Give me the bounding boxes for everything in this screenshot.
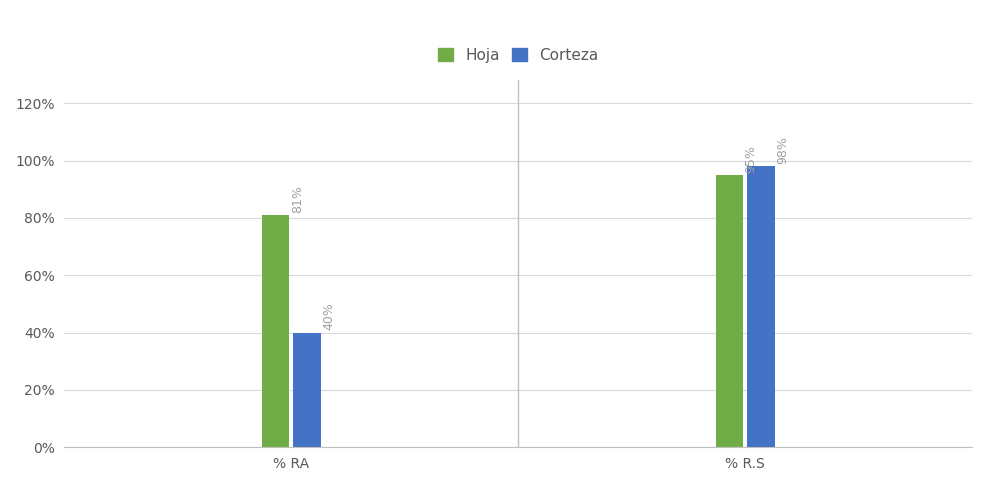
Text: 98%: 98% (776, 136, 789, 164)
Bar (293, 332, 320, 447)
Bar (746, 166, 774, 447)
Bar (261, 215, 289, 447)
Bar (715, 175, 742, 447)
Text: 81%: 81% (291, 185, 304, 213)
Text: 40%: 40% (322, 302, 335, 330)
Legend: Hoja, Corteza: Hoja, Corteza (430, 40, 605, 70)
Text: 95%: 95% (743, 145, 757, 173)
